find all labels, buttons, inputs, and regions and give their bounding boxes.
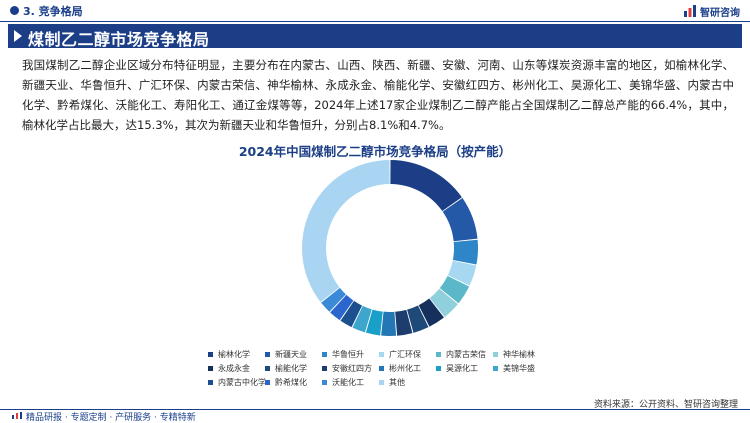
legend-item-1[interactable]: 榆林化学: [208, 349, 265, 360]
legend-swatch: [379, 366, 384, 371]
donut-slice-6[interactable]: [429, 288, 458, 317]
legend-item-2[interactable]: 新疆天业: [265, 349, 322, 360]
donut-slice-3[interactable]: [452, 239, 478, 265]
legend-swatch: [208, 352, 213, 357]
donut-slice-15[interactable]: [321, 287, 346, 312]
donut-slice-2[interactable]: [442, 198, 478, 242]
legend-label: 华鲁恒升: [332, 350, 364, 359]
banner-title: 煤制乙二醇市场竞争格局: [28, 30, 210, 49]
legend-label: 榆能化学: [275, 364, 307, 373]
legend-label: 沃能化工: [332, 378, 364, 387]
donut-slice-4[interactable]: [447, 260, 477, 286]
donut-slice-11[interactable]: [365, 309, 383, 336]
legend-label: 榆林化学: [218, 350, 250, 359]
legend-item-11[interactable]: 昊源化工: [436, 363, 493, 374]
legend-label: 神华榆林: [503, 350, 535, 359]
legend-swatch: [265, 352, 270, 357]
legend-label: 彬州化工: [389, 364, 421, 373]
section-banner: 煤制乙二醇市场竞争格局: [8, 24, 742, 49]
donut-slice-5[interactable]: [439, 275, 470, 304]
legend-label: 新疆天业: [275, 350, 307, 359]
donut-slice-16[interactable]: [302, 160, 390, 302]
legend-swatch: [436, 352, 441, 357]
legend-item-7[interactable]: 永成永金: [208, 363, 265, 374]
section-bullet-icon: [10, 6, 19, 15]
legend-label: 其他: [389, 378, 405, 387]
legend-item-15[interactable]: 沃能化工: [322, 377, 379, 388]
section-title: 3. 竞争格局: [23, 5, 83, 18]
legend-label: 广汇环保: [389, 350, 421, 359]
donut-slice-10[interactable]: [381, 311, 397, 336]
legend-swatch: [265, 380, 270, 385]
donut-chart: [302, 160, 478, 336]
legend-item-10[interactable]: 彬州化工: [379, 363, 436, 374]
legend-swatch: [208, 380, 213, 385]
legend-label: 内蒙古荣信: [446, 350, 486, 359]
chart-title: 2024年中国煤制乙二醇市场竞争格局（按产能）: [238, 144, 512, 159]
donut-slice-8[interactable]: [407, 305, 429, 333]
legend-item-6[interactable]: 神华榆林: [493, 349, 550, 360]
legend-item-8[interactable]: 榆能化学: [265, 363, 322, 374]
legend-label: 永成永金: [218, 364, 250, 373]
legend-swatch: [493, 352, 498, 357]
chart-footer-icon: [12, 412, 22, 419]
donut-slice-1[interactable]: [390, 160, 462, 212]
legend-swatch: [322, 366, 327, 371]
legend-label: 美锦华盛: [503, 364, 535, 373]
donut-slice-12[interactable]: [352, 305, 372, 333]
legend-item-16[interactable]: 其他: [379, 377, 436, 388]
legend-item-3[interactable]: 华鲁恒升: [322, 349, 379, 360]
legend-label: 内蒙古中化学: [218, 378, 266, 387]
legend-swatch: [265, 366, 270, 371]
legend-swatch: [493, 366, 498, 371]
brand-logo[interactable]: 智研咨询: [683, 3, 740, 19]
legend-item-14[interactable]: 黔希煤化: [265, 377, 322, 388]
legend-label: 安徽红四方: [332, 364, 372, 373]
source-note: 资料来源：公开资料、智研咨询整理: [593, 400, 738, 410]
legend-item-4[interactable]: 广汇环保: [379, 349, 436, 360]
legend-swatch: [208, 366, 213, 371]
legend-swatch: [322, 380, 327, 385]
donut-slice-13[interactable]: [340, 300, 363, 328]
top-bar: 3. 竞争格局 智研咨询: [0, 0, 750, 22]
footer-text: 精品研报 · 专题定制 · 产研服务 · 专精特新: [26, 413, 196, 423]
chart-legend: 榆林化学 新疆天业 华鲁恒升 广汇环保 内蒙古荣信 神华榆林永成永金 榆能化学 安徽红四方 彬州…: [208, 349, 568, 388]
legend-swatch: [436, 366, 441, 371]
legend-swatch: [379, 352, 384, 357]
legend-swatch: [322, 352, 327, 357]
bottom-divider: [0, 409, 750, 410]
legend-swatch: [379, 380, 384, 385]
legend-item-12[interactable]: 美锦华盛: [493, 363, 550, 374]
legend-item-9[interactable]: 安徽红四方: [322, 363, 379, 374]
legend-label: 昊源化工: [446, 364, 478, 373]
bar-chart-logo-icon: [684, 5, 696, 17]
description-paragraph: 我国煤制乙二醇企业区域分布特征明显，主要分布在内蒙古、山西、陕西、新疆、安徽、河…: [22, 58, 734, 132]
logo-text: 智研咨询: [700, 7, 740, 19]
top-divider: [0, 21, 750, 22]
legend-item-5[interactable]: 内蒙古荣信: [436, 349, 493, 360]
triangle-arrow-icon: [14, 30, 22, 42]
donut-slice-14[interactable]: [330, 294, 354, 321]
legend-label: 黔希煤化: [275, 378, 307, 387]
donut-slice-9[interactable]: [395, 309, 413, 336]
legend-item-13[interactable]: 内蒙古中化学: [208, 377, 266, 388]
donut-slice-7[interactable]: [418, 298, 444, 327]
